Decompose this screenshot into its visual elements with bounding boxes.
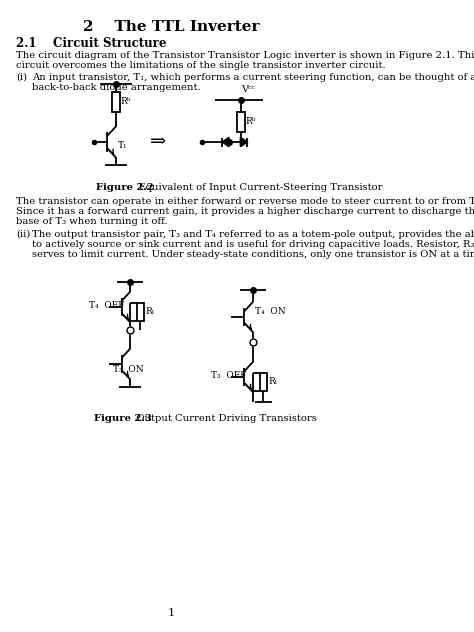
Bar bbox=[112, 92, 119, 112]
Text: Rᵇ: Rᵇ bbox=[246, 118, 256, 126]
Text: Output Current Driving Transistors: Output Current Driving Transistors bbox=[127, 414, 316, 423]
Text: back-to-back diode arrangement.: back-to-back diode arrangement. bbox=[32, 83, 201, 92]
Text: Rₗ: Rₗ bbox=[268, 377, 277, 387]
Text: Equivalent of Input Current-Steering Transistor: Equivalent of Input Current-Steering Tra… bbox=[129, 183, 382, 192]
Text: An input transistor, T₁, which performs a current steering function, can be thou: An input transistor, T₁, which performs … bbox=[32, 73, 474, 82]
Text: T₃  OFF: T₃ OFF bbox=[211, 370, 247, 379]
Text: (i): (i) bbox=[16, 73, 27, 82]
Text: T₄  ON: T₄ ON bbox=[255, 308, 286, 317]
Text: The circuit diagram of the Transistor Transistor Logic inverter is shown in Figu: The circuit diagram of the Transistor Tr… bbox=[16, 51, 474, 60]
Text: circuit overcomes the limitations of the single transistor inverter circuit.: circuit overcomes the limitations of the… bbox=[16, 61, 385, 70]
Polygon shape bbox=[240, 138, 247, 147]
Text: T₁: T₁ bbox=[118, 140, 127, 150]
Text: 2    The TTL Inverter: 2 The TTL Inverter bbox=[83, 20, 260, 34]
Text: base of T₃ when turning it off.: base of T₃ when turning it off. bbox=[16, 217, 167, 226]
Text: T₄  OFF: T₄ OFF bbox=[89, 300, 125, 310]
Text: Rᵇ: Rᵇ bbox=[121, 97, 131, 106]
Polygon shape bbox=[222, 138, 229, 147]
Text: The output transistor pair, T₃ and T₄ referred to as a totem-pole output, provid: The output transistor pair, T₃ and T₄ re… bbox=[32, 230, 474, 239]
Text: T₃  ON: T₃ ON bbox=[113, 365, 144, 374]
Bar bbox=[137, 303, 144, 321]
Text: 1: 1 bbox=[168, 608, 175, 618]
Text: to actively source or sink current and is useful for driving capacitive loads. R: to actively source or sink current and i… bbox=[32, 240, 474, 249]
Text: ⇒: ⇒ bbox=[149, 133, 166, 151]
Text: Rₗ: Rₗ bbox=[146, 308, 155, 317]
Text: (ii): (ii) bbox=[16, 230, 30, 239]
Bar bbox=[237, 112, 245, 132]
Text: serves to limit current. Under steady-state conditions, only one transistor is O: serves to limit current. Under steady-st… bbox=[32, 250, 474, 259]
Text: 2.1    Circuit Structure: 2.1 Circuit Structure bbox=[16, 37, 166, 50]
Text: Figure 2.3: Figure 2.3 bbox=[94, 414, 152, 423]
Bar bbox=[260, 373, 267, 391]
Text: Figure 2.2: Figure 2.2 bbox=[96, 183, 154, 192]
Text: Since it has a forward current gain, it provides a higher discharge current to d: Since it has a forward current gain, it … bbox=[16, 207, 474, 216]
Text: The transistor can operate in either forward or reverse mode to steer current to: The transistor can operate in either for… bbox=[16, 197, 474, 206]
Text: Vᶜᶜ: Vᶜᶜ bbox=[241, 85, 255, 95]
